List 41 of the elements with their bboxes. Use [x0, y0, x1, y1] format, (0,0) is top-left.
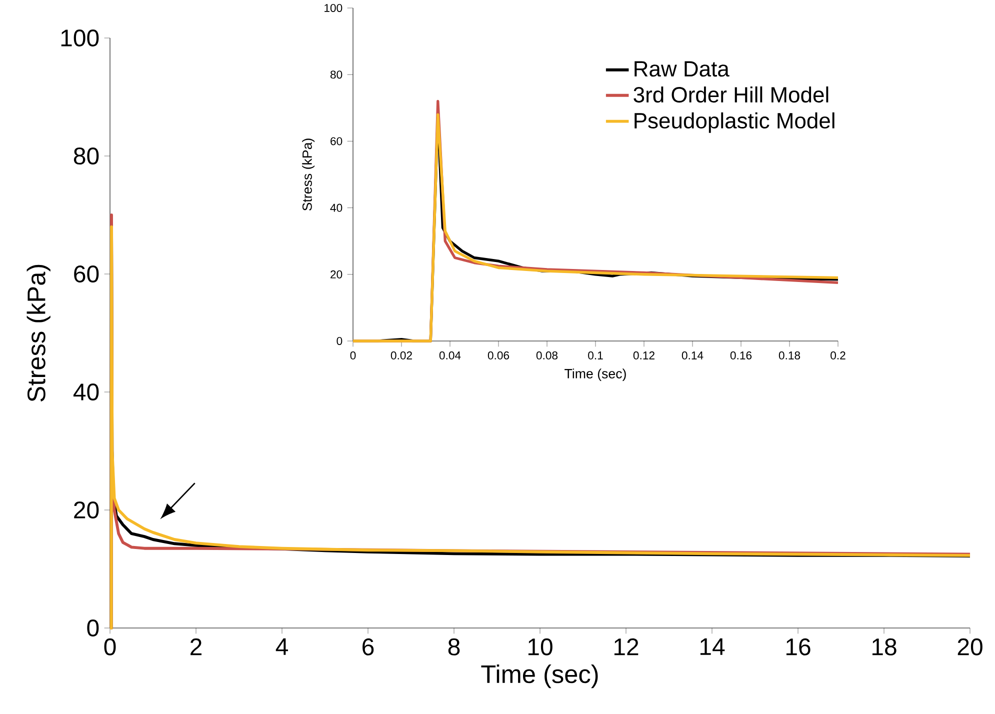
y-tick-label: 0: [87, 619, 99, 636]
x-tick-label: 8: [448, 638, 460, 656]
x-tick-label: 2: [190, 638, 202, 656]
x-tick-label: 0.2: [830, 351, 846, 360]
y-tick-label: 20: [74, 501, 99, 518]
legend-label: 3rd Order Hill Model: [634, 86, 828, 103]
y-tick-label: 100: [61, 29, 99, 46]
x-tick-label: 0.1: [588, 351, 603, 360]
x-tick-label: 18: [872, 638, 896, 656]
x-tick-label: 0.18: [778, 351, 800, 360]
y-tick-label: 40: [330, 204, 342, 212]
legend-label: Pseudoplastic Model: [634, 112, 834, 133]
y-tick-label: 60: [74, 265, 99, 282]
x-tick-label: 0.04: [439, 351, 461, 360]
x-tick-label: 10: [528, 638, 552, 656]
x-tick-label: 0: [104, 638, 116, 656]
y-tick-label: 80: [74, 147, 99, 164]
x-tick-label: 20: [958, 638, 982, 656]
y-tick-label: 20: [330, 270, 342, 278]
x-tick-label: 0.02: [390, 351, 412, 360]
x-tick-label: 0.16: [730, 351, 752, 360]
x-tick-label: 0.06: [488, 351, 510, 360]
x-tick-label: 0: [350, 351, 356, 360]
x-axis-title: Time (sec): [564, 368, 626, 381]
y-tick-label: 100: [324, 4, 342, 12]
x-axis-title: Time (sec): [481, 664, 598, 688]
y-tick-label: 60: [330, 137, 342, 146]
y-axis-title: Stress (kPa): [26, 264, 50, 402]
y-axis-title: Stress (kPa): [302, 138, 315, 211]
y-tick-label: 0: [336, 336, 342, 345]
x-tick-label: 6: [362, 638, 374, 656]
x-tick-label: 0.08: [536, 351, 558, 360]
legend-label: Raw Data: [634, 61, 730, 77]
x-tick-label: 4: [276, 638, 288, 655]
x-tick-label: 0.12: [633, 351, 654, 360]
y-tick-label: 80: [330, 70, 342, 79]
x-tick-label: 14: [700, 638, 725, 655]
y-tick-label: 40: [73, 383, 99, 400]
x-tick-label: 0.14: [682, 351, 704, 360]
x-tick-label: 16: [786, 638, 810, 656]
x-tick-label: 12: [614, 638, 638, 656]
